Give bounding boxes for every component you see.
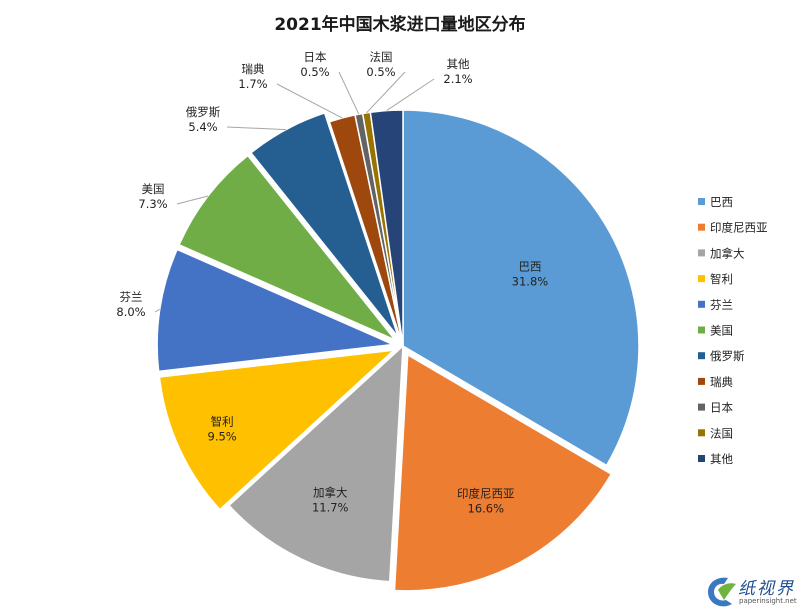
watermark: 纸视界 paperinsight.net bbox=[698, 572, 798, 612]
leader-line-9 bbox=[366, 71, 406, 114]
leader-line-4 bbox=[154, 308, 161, 313]
slice-label-name-4: 芬兰 bbox=[120, 290, 143, 304]
leader-line-5 bbox=[176, 195, 209, 205]
pie-slice-10 bbox=[369, 109, 404, 347]
slice-label-name-5: 美国 bbox=[142, 182, 165, 196]
legend-swatch-7 bbox=[698, 377, 705, 385]
legend-swatch-2 bbox=[698, 249, 705, 257]
legend-label-6: 俄罗斯 bbox=[710, 349, 745, 363]
slice-label-value-9: 0.5% bbox=[366, 65, 395, 79]
legend-swatch-4 bbox=[698, 300, 705, 308]
paperinsight-logo-icon bbox=[708, 577, 736, 607]
legend-swatch-1 bbox=[698, 223, 705, 231]
slice-label-name-3: 智利 bbox=[211, 414, 234, 428]
legend-swatch-3 bbox=[698, 275, 705, 283]
slice-label-name-6: 俄罗斯 bbox=[186, 105, 221, 119]
slice-label-name-0: 巴西 bbox=[518, 259, 541, 273]
slice-label-name-9: 法国 bbox=[370, 50, 393, 64]
leader-line-6 bbox=[226, 126, 287, 131]
slice-label-name-8: 日本 bbox=[304, 50, 327, 64]
slice-label-value-8: 0.5% bbox=[300, 65, 329, 79]
leader-line-10 bbox=[386, 78, 435, 111]
slice-label-name-1: 印度尼西亚 bbox=[457, 486, 515, 500]
slice-label-name-2: 加拿大 bbox=[313, 486, 348, 500]
pie-slice-0 bbox=[402, 109, 640, 467]
watermark-url: paperinsight.net bbox=[739, 597, 797, 605]
slice-label-value-6: 5.4% bbox=[188, 120, 217, 134]
legend-swatch-8 bbox=[698, 403, 705, 411]
leader-line-8 bbox=[338, 71, 360, 115]
slice-label-value-10: 2.1% bbox=[443, 72, 472, 86]
slice-label-value-1: 16.6% bbox=[468, 501, 505, 515]
watermark-name: 纸视界 bbox=[738, 579, 795, 599]
legend-label-8: 日本 bbox=[710, 401, 733, 415]
leader-line-7 bbox=[276, 83, 343, 119]
slice-label-value-5: 7.3% bbox=[138, 197, 167, 211]
pie-slices bbox=[156, 109, 640, 592]
legend-label-2: 加拿大 bbox=[710, 246, 745, 260]
slice-label-value-0: 31.8% bbox=[512, 274, 549, 288]
pie-slice-5 bbox=[178, 154, 396, 341]
legend-swatch-0 bbox=[698, 198, 705, 205]
legend-label-4: 芬兰 bbox=[710, 298, 733, 312]
slice-label-value-7: 1.7% bbox=[238, 77, 267, 91]
legend-label-1: 印度尼西亚 bbox=[710, 221, 768, 235]
legend-swatch-6 bbox=[698, 352, 705, 360]
legend-label-5: 美国 bbox=[710, 324, 733, 338]
legend-label-3: 智利 bbox=[710, 272, 733, 286]
slice-label-value-4: 8.0% bbox=[116, 305, 145, 319]
legend-swatch-5 bbox=[698, 326, 705, 334]
pie-slice-3 bbox=[158, 349, 397, 511]
pie-slice-1 bbox=[393, 353, 613, 592]
legend-label-7: 瑞典 bbox=[710, 375, 733, 389]
pie-slice-6 bbox=[249, 112, 399, 338]
pie-slice-4 bbox=[156, 248, 396, 373]
slice-label-name-10: 其他 bbox=[447, 57, 470, 71]
slice-label-name-7: 瑞典 bbox=[242, 62, 265, 76]
chart-title: 2021年中国木浆进口量地区分布 bbox=[274, 15, 526, 35]
legend-label-10: 其他 bbox=[710, 452, 733, 466]
slice-label-value-2: 11.7% bbox=[312, 501, 349, 515]
legend-swatch-10 bbox=[698, 455, 705, 462]
pie-slice-2 bbox=[227, 344, 404, 583]
legend-label-0: 巴西 bbox=[710, 195, 733, 209]
legend-label-9: 法国 bbox=[710, 426, 733, 440]
legend-swatch-9 bbox=[698, 429, 705, 437]
slice-label-value-3: 9.5% bbox=[208, 429, 237, 443]
